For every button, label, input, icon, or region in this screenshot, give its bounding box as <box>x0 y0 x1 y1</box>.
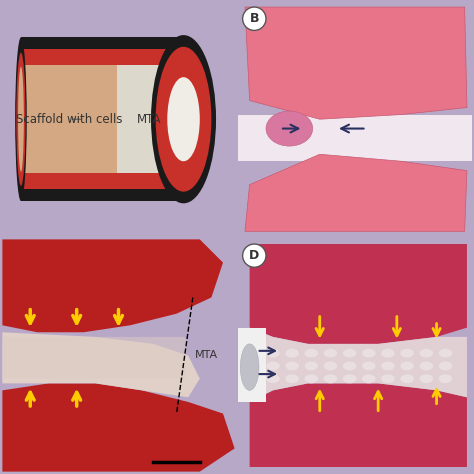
Ellipse shape <box>304 374 319 383</box>
Ellipse shape <box>381 374 395 383</box>
Polygon shape <box>245 7 467 119</box>
Ellipse shape <box>438 374 453 383</box>
Polygon shape <box>245 154 467 231</box>
Polygon shape <box>2 239 223 332</box>
Ellipse shape <box>285 374 299 383</box>
Ellipse shape <box>18 67 24 172</box>
Ellipse shape <box>362 361 376 371</box>
Bar <box>118 65 176 173</box>
Ellipse shape <box>381 348 395 358</box>
Bar <box>21 65 118 173</box>
FancyBboxPatch shape <box>0 337 186 379</box>
Ellipse shape <box>343 361 356 371</box>
Text: B: B <box>249 12 259 25</box>
Ellipse shape <box>240 344 259 391</box>
Ellipse shape <box>400 374 414 383</box>
Ellipse shape <box>15 37 27 201</box>
Polygon shape <box>250 383 467 467</box>
Ellipse shape <box>362 374 376 383</box>
Ellipse shape <box>285 348 299 358</box>
Text: Scaffold with cells: Scaffold with cells <box>16 113 123 126</box>
Bar <box>21 49 176 189</box>
Ellipse shape <box>419 361 433 371</box>
Ellipse shape <box>419 348 433 358</box>
Ellipse shape <box>323 348 337 358</box>
Ellipse shape <box>266 361 280 371</box>
Circle shape <box>243 7 266 30</box>
Text: MTA: MTA <box>195 350 219 361</box>
Ellipse shape <box>400 348 414 358</box>
Ellipse shape <box>285 361 299 371</box>
Ellipse shape <box>343 374 356 383</box>
Text: MTA: MTA <box>137 113 161 126</box>
Polygon shape <box>250 244 467 344</box>
Bar <box>21 37 176 201</box>
Ellipse shape <box>438 348 453 358</box>
Ellipse shape <box>362 348 376 358</box>
Ellipse shape <box>266 111 313 146</box>
Polygon shape <box>2 332 200 397</box>
Bar <box>238 328 266 402</box>
Ellipse shape <box>381 361 395 371</box>
Ellipse shape <box>155 47 211 191</box>
Ellipse shape <box>323 374 337 383</box>
Ellipse shape <box>419 374 433 383</box>
Ellipse shape <box>438 361 453 371</box>
Ellipse shape <box>304 348 319 358</box>
Bar <box>238 115 472 161</box>
Polygon shape <box>250 328 467 402</box>
Text: D: D <box>249 249 259 262</box>
Ellipse shape <box>400 361 414 371</box>
Ellipse shape <box>304 361 319 371</box>
Ellipse shape <box>266 374 280 383</box>
Ellipse shape <box>167 77 200 161</box>
Ellipse shape <box>151 35 216 203</box>
Ellipse shape <box>343 348 356 358</box>
Ellipse shape <box>16 53 26 186</box>
Polygon shape <box>2 383 235 472</box>
Ellipse shape <box>323 361 337 371</box>
Circle shape <box>243 244 266 267</box>
Ellipse shape <box>266 348 280 358</box>
